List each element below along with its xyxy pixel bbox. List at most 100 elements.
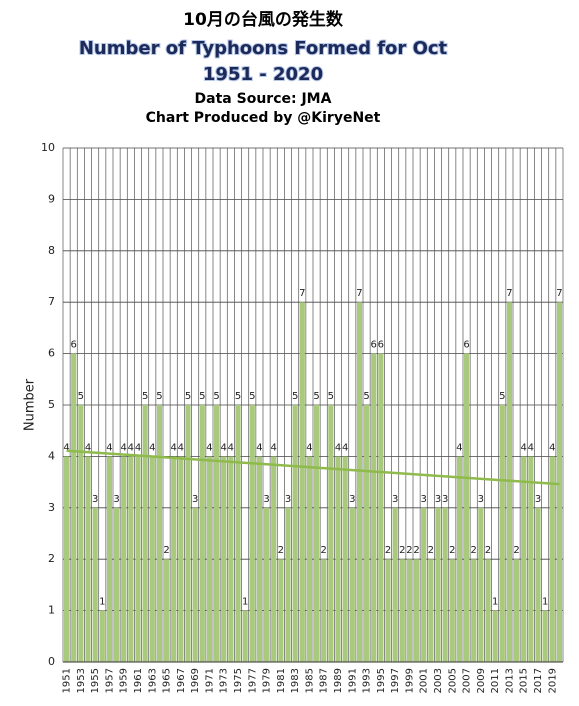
bar [378,353,384,662]
value-label: 3 [442,494,448,505]
bar [528,456,534,662]
y-tick-label: 10 [41,141,55,154]
value-label: 1 [99,597,105,608]
y-tick-label: 6 [48,347,55,360]
value-label: 5 [142,391,148,402]
y-tick-label: 1 [48,604,55,617]
y-tick-label: 9 [48,192,55,205]
value-label: 2 [385,545,391,556]
value-label: 2 [163,545,169,556]
bar [185,405,191,662]
bar [371,353,377,662]
value-label: 4 [256,442,262,453]
value-label: 3 [535,494,541,505]
value-label: 6 [371,340,377,351]
x-tick-label: 2015 [519,668,530,693]
x-tick-label: 2003 [433,668,444,693]
x-tick-label: 2013 [504,668,515,693]
bar [71,353,77,662]
bar [464,353,470,662]
bar [435,507,441,662]
value-label: 3 [192,494,198,505]
bar [506,302,512,662]
value-label: 3 [285,494,291,505]
bar [206,456,212,662]
trend-line [66,449,560,486]
value-label: 2 [471,545,477,556]
bar [235,405,241,662]
value-label: 2 [406,545,412,556]
x-tick-label: 1983 [290,668,301,693]
bar [392,507,398,662]
x-tick-label: 2017 [533,668,544,693]
value-label: 4 [106,442,112,453]
x-tick-label: 1985 [304,668,315,693]
value-label: 4 [85,442,91,453]
value-label: 4 [549,442,555,453]
bar [514,559,520,662]
value-label: 3 [92,494,98,505]
value-label: 4 [221,442,227,453]
bar [471,559,477,662]
value-label: 7 [299,288,305,299]
y-axis-label: Number [23,378,38,431]
bar [85,456,91,662]
value-label: 1 [492,597,498,608]
value-label: 5 [199,391,205,402]
bar [492,610,498,662]
bar [521,456,527,662]
bar [421,507,427,662]
bar [214,405,220,662]
bar [549,456,555,662]
bar [328,405,334,662]
x-tick-label: 2007 [462,668,473,693]
value-label: 4 [528,442,534,453]
bar [135,456,141,662]
bar [99,610,105,662]
value-label: 5 [235,391,241,402]
value-label: 7 [506,288,512,299]
bar [264,507,270,662]
bar [428,559,434,662]
value-label: 7 [356,288,362,299]
x-tick-label: 1957 [104,668,115,693]
value-label: 4 [306,442,312,453]
bar [142,405,148,662]
x-tick-label: 1975 [233,668,244,693]
value-label: 4 [271,442,277,453]
bar [106,456,112,662]
y-tick-label: 8 [48,244,55,257]
bar [228,456,234,662]
value-label: 3 [113,494,119,505]
value-label: 2 [321,545,327,556]
y-tick-label: 3 [48,501,55,514]
value-label: 3 [392,494,398,505]
value-label: 2 [413,545,419,556]
value-label: 1 [242,597,248,608]
bar [299,302,305,662]
data-source: Data Source: JMA [195,91,332,107]
value-label: 4 [228,442,234,453]
bar [335,456,341,662]
bar [499,405,505,662]
x-tick-label: 1979 [262,668,273,693]
value-label: 4 [206,442,212,453]
value-label: 2 [485,545,491,556]
bar [485,559,491,662]
bar [556,302,562,662]
x-tick-label: 1951 [62,668,73,693]
x-tick-label: 1977 [247,668,258,693]
bar [249,405,255,662]
value-label: 4 [63,442,69,453]
bar [321,559,327,662]
value-label: 2 [513,545,519,556]
bar [442,507,448,662]
bar [478,507,484,662]
value-label: 5 [249,391,255,402]
bar [342,456,348,662]
bar [178,456,184,662]
bar [456,456,462,662]
x-tick-label: 1993 [362,668,373,693]
bar [292,405,298,662]
x-tick-label: 1959 [119,668,130,693]
